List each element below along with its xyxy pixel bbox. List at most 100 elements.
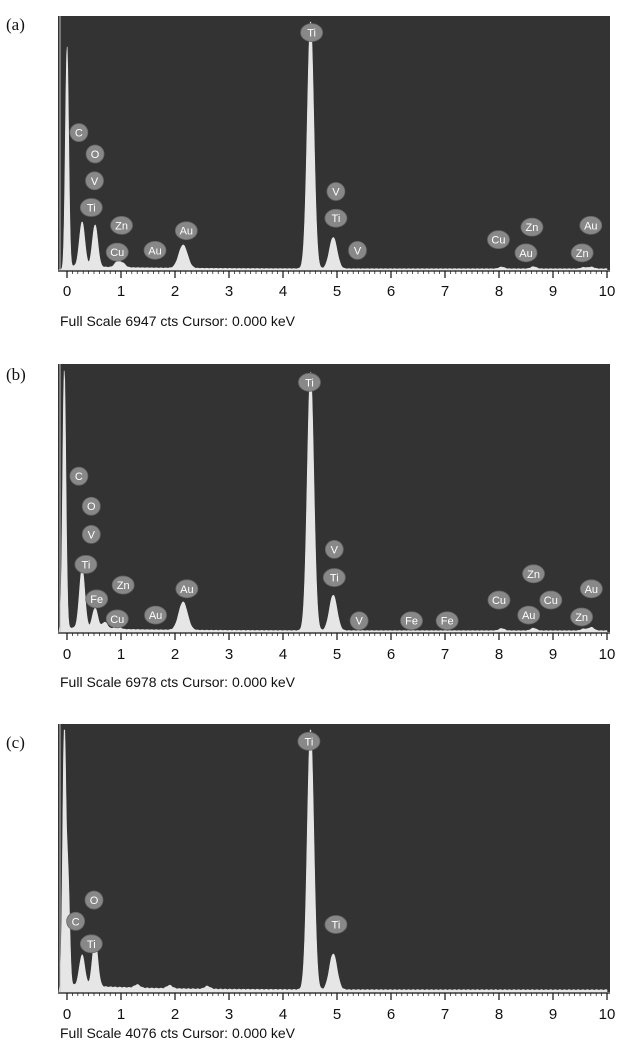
element-marker-badge [69,466,89,486]
plot-area [58,724,610,992]
element-marker-label: V [91,176,99,188]
x-tick-label: 2 [171,646,179,663]
x-tick-label: 10 [599,283,616,300]
x-tick-label: 7 [441,646,449,663]
element-marker-label: Ti [332,920,341,932]
element-marker-badge [348,240,367,260]
x-tick-label: 6 [387,1006,395,1023]
element-marker-label: Au [180,226,193,238]
element-marker-badge [579,579,603,599]
x-tick-label: 8 [495,1006,503,1023]
element-marker-badge [517,605,541,625]
element-marker-badge [85,171,104,191]
element-marker-badge [81,524,101,544]
element-marker-label: Zn [576,248,589,260]
plot-area [58,16,610,270]
full-scale-caption: Full Scale 6978 cts Cursor: 0.000 keV [60,674,296,690]
element-marker-label: Zn [527,569,540,581]
element-marker-badge [84,890,104,910]
element-marker-label: Au [585,584,598,596]
element-marker: O [85,144,105,164]
element-marker: V [85,171,104,191]
element-marker-badge [324,539,344,559]
element-marker: V [349,611,369,631]
element-marker: Zn [522,564,545,584]
x-tick-label: 10 [599,1006,616,1023]
element-marker-label: V [354,245,362,257]
spectrum-panel: (b) 0 1 2 3 4 5 6 7 8 9 10 Full Scale 6978 cts Curso… [6,364,615,690]
element-marker: Fe [85,589,109,609]
element-marker-label: Ti [330,573,339,585]
element-marker-label: Fe [441,616,454,628]
element-marker: V [81,524,101,544]
element-marker: Zn [110,215,133,235]
element-marker: O [84,890,104,910]
element-marker-badge [298,372,321,392]
element-marker-label: Zn [115,220,128,232]
full-scale-caption: Full Scale 4076 cts Cursor: 0.000 keV [60,1025,296,1041]
x-tick-label: 2 [171,283,179,300]
element-marker: Zn [520,217,544,237]
x-tick-label: 8 [495,646,503,663]
element-marker: Zn [570,243,594,263]
x-tick-label: 1 [117,646,125,663]
element-marker-badge [175,579,199,599]
element-marker-badge [539,590,563,610]
element-marker: Au [143,240,167,260]
x-tick-label: 9 [549,1006,557,1023]
element-marker-label: Ti [87,939,96,951]
element-marker-label: Cu [110,247,124,259]
element-marker: Cu [539,590,563,610]
element-marker: Fe [435,611,459,631]
element-marker: V [326,182,346,201]
element-marker-label: Zn [526,222,539,234]
element-marker-label: Ti [305,377,314,389]
x-tick-label: 2 [171,1006,179,1023]
x-tick-label: 4 [279,646,287,663]
element-marker: Ti [324,915,348,934]
spectrum-trace [58,370,608,633]
element-marker-label: Ti [307,28,316,40]
element-marker: Cu [487,230,510,250]
element-marker-badge [297,731,321,751]
element-marker-badge [300,23,324,43]
element-marker: Ti [74,555,98,574]
element-marker: Ti [298,372,321,392]
element-marker: Au [174,221,198,241]
element-marker-badge [105,242,129,262]
element-marker-badge [514,243,538,263]
element-marker-badge [400,611,423,631]
element-marker-badge [570,243,594,263]
x-tick-label: 6 [387,283,395,300]
element-marker-badge [111,575,135,595]
element-marker-label: C [75,128,83,140]
element-marker: Zn [570,607,594,627]
element-marker-label: O [90,895,99,907]
spectrum-trace [58,729,608,993]
element-marker-badge [85,144,105,164]
x-tick-label: 9 [549,283,557,300]
element-marker: C [69,466,89,486]
element-marker-label: Au [522,610,535,622]
element-marker: V [348,240,367,260]
element-marker-label: Fe [90,594,103,606]
element-marker: Au [517,605,541,625]
element-marker-label: O [91,149,100,161]
x-tick-label: 1 [117,1006,125,1023]
element-marker-badge [66,911,86,931]
element-marker-badge [324,915,348,934]
x-tick-label: 5 [333,646,341,663]
element-marker: C [69,123,89,142]
element-marker: Cu [105,242,129,262]
element-marker-badge [579,215,603,235]
element-marker-label: Au [149,610,162,622]
x-tick-label: 7 [441,1006,449,1023]
element-marker-badge [349,611,369,631]
plot-area [58,364,610,632]
x-tick-label: 6 [387,646,395,663]
x-tick-label: 10 [599,646,616,663]
x-tick-label: 4 [279,1006,287,1023]
element-marker-label: C [72,916,80,928]
element-marker: Ti [324,208,348,228]
spectrum-panel: (c) 0 1 2 3 4 5 6 7 8 9 10 Full Scale 4076 cts Curso… [6,724,615,1041]
